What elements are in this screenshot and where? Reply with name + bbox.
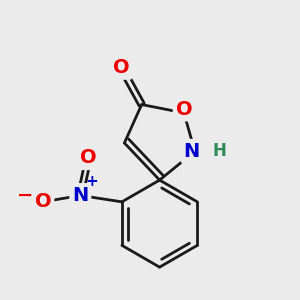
Text: −: − bbox=[17, 186, 33, 205]
Text: O: O bbox=[176, 100, 192, 118]
Text: O: O bbox=[80, 148, 96, 167]
Text: N: N bbox=[184, 142, 200, 161]
Text: N: N bbox=[72, 186, 88, 205]
Text: H: H bbox=[212, 142, 226, 160]
Text: O: O bbox=[35, 192, 52, 211]
Text: O: O bbox=[113, 58, 130, 77]
Text: +: + bbox=[85, 174, 98, 189]
